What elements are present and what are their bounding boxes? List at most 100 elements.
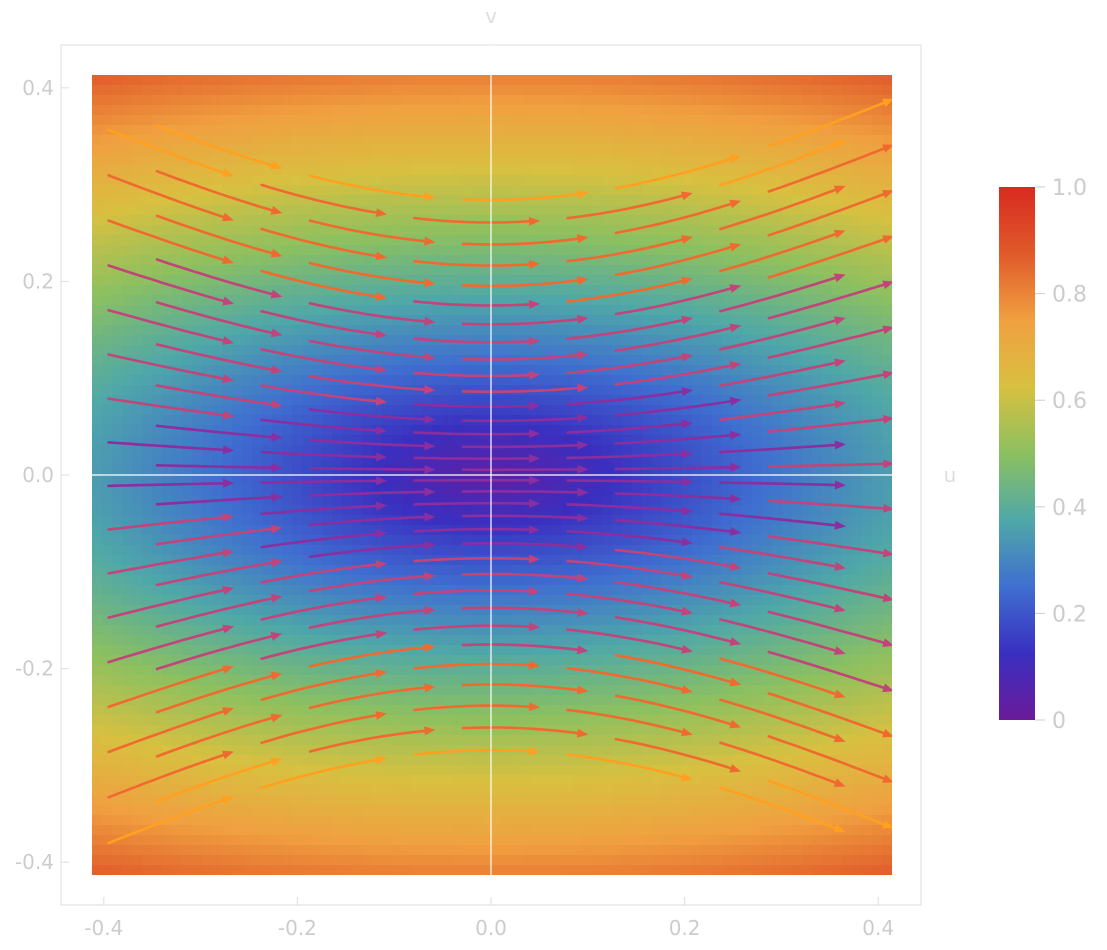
density-cell bbox=[422, 185, 433, 196]
density-cell bbox=[282, 445, 293, 456]
density-cell bbox=[502, 665, 513, 676]
density-cell bbox=[552, 165, 563, 176]
density-cell bbox=[172, 145, 183, 156]
density-cell bbox=[602, 535, 613, 546]
density-cell bbox=[392, 225, 403, 236]
density-cell bbox=[172, 185, 183, 196]
density-cell bbox=[512, 605, 523, 616]
density-cell bbox=[112, 525, 123, 536]
density-cell bbox=[162, 645, 173, 656]
density-cell bbox=[132, 545, 143, 556]
density-cell bbox=[192, 685, 203, 696]
density-cell bbox=[362, 835, 373, 846]
density-cell bbox=[662, 765, 673, 776]
density-cell bbox=[362, 315, 373, 326]
density-cell bbox=[142, 115, 153, 126]
density-cell bbox=[182, 445, 193, 456]
density-cell bbox=[332, 275, 343, 286]
density-cell bbox=[462, 265, 473, 276]
density-cell bbox=[522, 185, 533, 196]
density-cell bbox=[282, 755, 293, 766]
density-cell bbox=[132, 365, 143, 376]
density-cell bbox=[112, 785, 123, 796]
density-cell bbox=[632, 435, 643, 446]
density-cell bbox=[262, 335, 273, 346]
density-cell bbox=[592, 725, 603, 736]
density-cell bbox=[542, 815, 553, 826]
density-cell bbox=[632, 485, 643, 496]
density-cell bbox=[192, 585, 203, 596]
density-cell bbox=[522, 325, 533, 336]
density-cell bbox=[172, 85, 183, 96]
density-cell bbox=[572, 715, 583, 726]
density-cell bbox=[482, 265, 493, 276]
density-cell bbox=[142, 405, 153, 416]
density-cell bbox=[332, 715, 343, 726]
density-cell bbox=[542, 835, 553, 846]
density-cell bbox=[642, 455, 653, 466]
density-cell bbox=[102, 625, 113, 636]
density-cell bbox=[242, 525, 253, 536]
density-cell bbox=[692, 865, 703, 875]
density-cell bbox=[322, 635, 333, 646]
density-cell bbox=[542, 845, 553, 856]
density-cell bbox=[592, 465, 603, 476]
density-cell bbox=[552, 475, 563, 486]
density-cell bbox=[372, 775, 383, 786]
density-cell bbox=[482, 395, 493, 406]
density-cell bbox=[132, 265, 143, 276]
density-cell bbox=[662, 625, 673, 636]
density-cell bbox=[142, 305, 153, 316]
density-cell bbox=[472, 775, 483, 786]
density-cell bbox=[102, 605, 113, 616]
density-cell bbox=[342, 835, 353, 846]
density-cell bbox=[342, 735, 353, 746]
density-cell bbox=[102, 835, 113, 846]
density-cell bbox=[662, 365, 673, 376]
density-cell bbox=[272, 685, 283, 696]
density-cell bbox=[92, 475, 103, 486]
density-cell bbox=[322, 365, 333, 376]
density-cell bbox=[262, 755, 273, 766]
density-cell bbox=[472, 645, 483, 656]
density-cell bbox=[182, 575, 193, 586]
density-cell bbox=[192, 335, 203, 346]
density-cell bbox=[342, 345, 353, 356]
density-cell bbox=[692, 255, 703, 266]
density-cell bbox=[322, 535, 333, 546]
density-cell bbox=[262, 265, 273, 276]
density-cell bbox=[212, 355, 223, 366]
density-cell bbox=[452, 625, 463, 636]
density-cell bbox=[342, 625, 353, 636]
density-cell bbox=[322, 815, 333, 826]
density-cell bbox=[642, 185, 653, 196]
density-cell bbox=[152, 155, 163, 166]
density-cell bbox=[102, 685, 113, 696]
density-cell bbox=[352, 555, 363, 566]
density-cell bbox=[432, 75, 443, 86]
density-cell bbox=[142, 695, 153, 706]
density-cell bbox=[332, 665, 343, 676]
density-cell bbox=[422, 395, 433, 406]
density-cell bbox=[572, 75, 583, 86]
density-cell bbox=[632, 455, 643, 466]
density-cell bbox=[632, 215, 643, 226]
density-cell bbox=[352, 165, 363, 176]
density-cell bbox=[412, 485, 423, 496]
density-cell bbox=[262, 75, 273, 86]
density-cell bbox=[462, 285, 473, 296]
density-cell bbox=[582, 685, 593, 696]
density-cell bbox=[312, 95, 323, 106]
density-cell bbox=[672, 475, 683, 486]
density-cell bbox=[202, 765, 213, 776]
density-cell bbox=[672, 855, 683, 866]
density-cell bbox=[362, 115, 373, 126]
density-cell bbox=[352, 685, 363, 696]
density-cell bbox=[632, 75, 643, 86]
density-cell bbox=[232, 865, 243, 875]
density-cell bbox=[162, 525, 173, 536]
density-cell bbox=[582, 855, 593, 866]
density-cell bbox=[622, 245, 633, 256]
density-cell bbox=[332, 465, 343, 476]
density-cell bbox=[172, 445, 183, 456]
